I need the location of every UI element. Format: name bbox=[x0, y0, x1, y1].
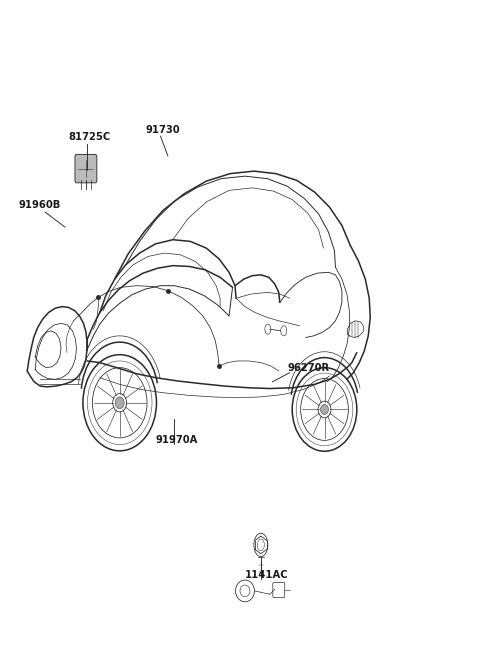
Text: 91730: 91730 bbox=[145, 125, 180, 135]
Text: 81725C: 81725C bbox=[69, 132, 111, 142]
Ellipse shape bbox=[321, 404, 328, 415]
Text: 91970A: 91970A bbox=[156, 434, 198, 445]
Ellipse shape bbox=[115, 397, 124, 409]
FancyBboxPatch shape bbox=[75, 155, 97, 183]
Text: 1141AC: 1141AC bbox=[245, 570, 288, 580]
Text: 96270R: 96270R bbox=[287, 364, 329, 373]
Text: 91960B: 91960B bbox=[19, 200, 61, 210]
